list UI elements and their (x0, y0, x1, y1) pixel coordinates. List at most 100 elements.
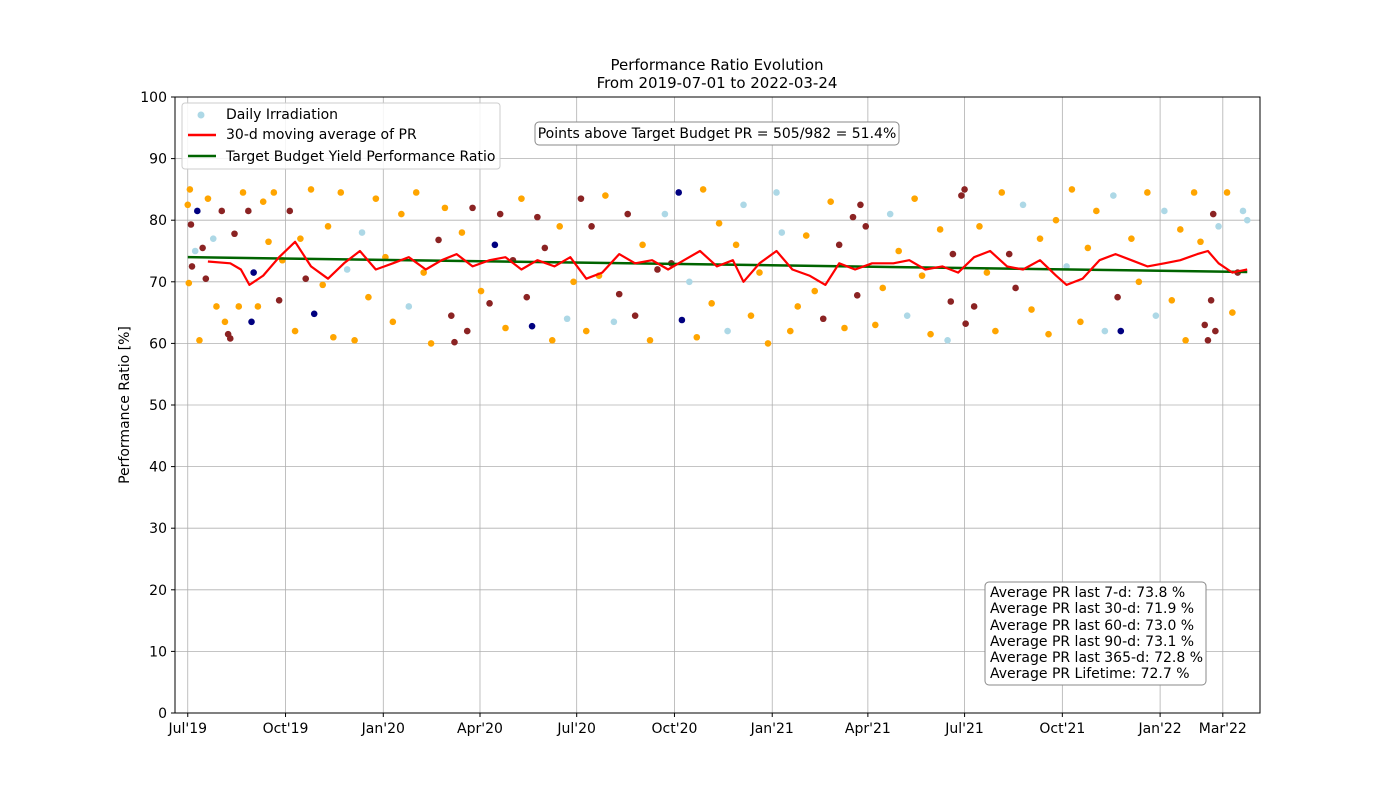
x-tick-label: Apr'20 (457, 721, 503, 737)
scatter-point (398, 210, 405, 218)
scatter-point (862, 223, 870, 230)
x-tick-label: Oct'20 (652, 721, 698, 737)
scatter-point (202, 275, 210, 283)
stat-line-7d: Average PR last 7-d: 73.8 % (990, 585, 1185, 601)
scatter-point (405, 303, 413, 310)
stat-line-60d: Average PR last 60-d: 73.0 % (990, 618, 1194, 634)
scatter-point (624, 210, 632, 218)
x-tick-label: Jul'20 (556, 721, 596, 737)
scatter-point (857, 201, 864, 209)
scatter-point (724, 327, 731, 335)
scatter-point (412, 189, 420, 196)
stats-box-frame (984, 581, 1207, 686)
scatter-point (615, 290, 623, 298)
scatter-point (764, 340, 772, 347)
scatter-point (563, 315, 571, 323)
scatter-point (1204, 337, 1212, 344)
scatter-point (518, 195, 525, 202)
scatter-point (958, 192, 965, 199)
scatter-point (639, 241, 646, 249)
scatter-point (1114, 293, 1121, 301)
scatter-point (307, 186, 315, 193)
scatter-point (835, 241, 843, 249)
scatter-point (841, 324, 848, 332)
x-tick-label: Oct'21 (1039, 721, 1085, 737)
scatter-point (819, 315, 827, 323)
scatter-point (1005, 250, 1013, 258)
scatter-point (226, 335, 234, 342)
scatter-point (463, 327, 471, 335)
scatter-point (447, 312, 455, 319)
points-above-annotation: Points above Target Budget PR = 505/982 … (534, 121, 900, 146)
scatter-point (1110, 192, 1117, 199)
scatter-point (435, 236, 442, 244)
scatter-point (1144, 189, 1151, 196)
chart-subtitle: From 2019-07-01 to 2022-03-24 (597, 74, 838, 92)
scatter-point (534, 213, 541, 221)
scatter-point (1019, 201, 1027, 209)
y-tick-label: 0 (158, 706, 167, 722)
y-tick-label: 10 (149, 644, 167, 660)
scatter-point (1223, 189, 1231, 196)
scatter-point (970, 303, 978, 310)
scatter-point (491, 241, 499, 249)
scatter-point (541, 244, 549, 252)
scatter-point (451, 338, 458, 346)
legend-label-target: Target Budget Yield Performance Ratio (225, 149, 495, 165)
scatter-point (218, 207, 226, 215)
points-above-box (534, 121, 900, 146)
scatter-point (786, 327, 794, 335)
scatter-point (239, 189, 247, 196)
scatter-point (778, 229, 786, 236)
scatter-point (187, 221, 195, 228)
scatter-point (646, 337, 654, 344)
scatter-point (337, 189, 345, 196)
scatter-point (686, 278, 693, 286)
scatter-point (248, 318, 255, 326)
scatter-point (351, 337, 358, 344)
scatter-point (853, 292, 861, 299)
scatter-point (1077, 318, 1084, 326)
scatter-point (1128, 235, 1135, 242)
scatter-point (715, 219, 723, 227)
scatter-point (740, 201, 747, 209)
scatter-point (270, 189, 278, 196)
scatter-point (944, 337, 951, 344)
y-tick-label: 30 (149, 521, 167, 537)
scatter-point (947, 298, 955, 305)
scatter-point (1243, 216, 1251, 224)
y-tick-label: 60 (149, 336, 167, 352)
scatter-point (918, 272, 926, 279)
legend-label-moving-average: 30-d moving average of PR (226, 127, 417, 143)
scatter-point (732, 241, 740, 249)
scatter-point (1012, 284, 1019, 292)
scatter-point (477, 287, 485, 295)
scatter-point (265, 238, 272, 246)
scatter-point (678, 316, 686, 324)
scatter-point (1239, 207, 1247, 215)
scatter-point (502, 324, 509, 332)
scatter-point (441, 204, 449, 212)
scatter-point (1052, 216, 1060, 224)
scatter-point (992, 327, 999, 335)
y-tick-label: 50 (149, 398, 167, 414)
x-tick-label: Jan'21 (750, 721, 794, 737)
scatter-point (582, 327, 590, 335)
y-tick-label: 40 (149, 460, 167, 476)
scatter-point (302, 275, 310, 283)
scatter-point (185, 279, 193, 287)
scatter-point (286, 207, 294, 215)
scatter-point (184, 201, 192, 209)
scatter-point (221, 318, 229, 326)
scatter-point (523, 293, 531, 301)
target-budget-line (187, 255, 1248, 274)
trend-lines (187, 240, 1248, 286)
scatter-point (588, 223, 595, 230)
scatter-point (1028, 306, 1035, 313)
scatter-point (747, 312, 755, 319)
stat-line-365d: Average PR last 365-d: 72.8 % (990, 650, 1203, 666)
scatter-point (1209, 210, 1217, 218)
scatter-point (895, 247, 902, 255)
y-tick-label: 90 (149, 152, 167, 168)
